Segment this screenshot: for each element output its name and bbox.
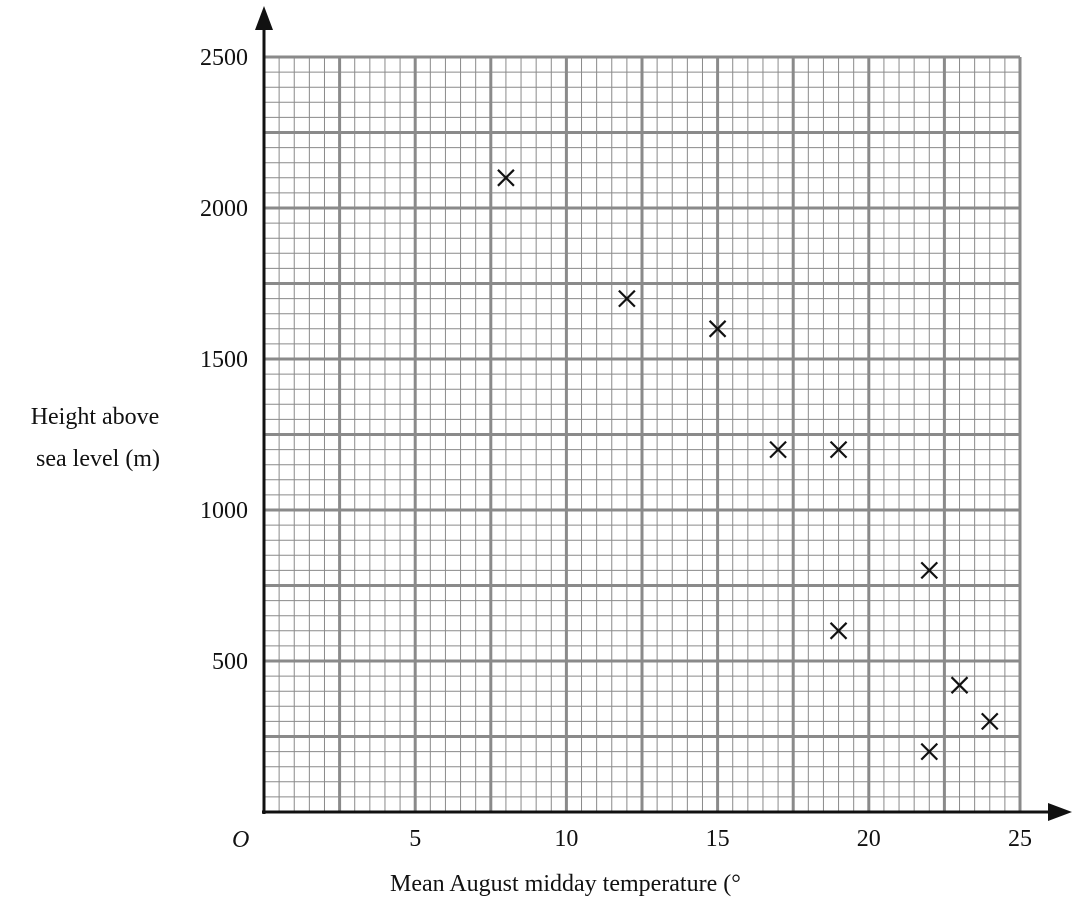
cross-stroke	[980, 712, 999, 731]
data-point-cross	[708, 320, 727, 338]
x-tick-label: 5	[409, 826, 421, 852]
y-axis-title: Height above sea level (m)	[31, 404, 166, 472]
data-point-cross	[618, 289, 636, 308]
cross-stroke	[708, 320, 727, 338]
data-points	[497, 169, 999, 761]
y-tick-label: 2000	[200, 196, 248, 222]
x-tick-label: 10	[554, 826, 578, 852]
cross-stroke	[920, 742, 939, 761]
cross-stroke	[950, 676, 969, 694]
cross-stroke	[829, 440, 848, 459]
y-tick-label: 500	[212, 649, 248, 675]
y-axis-title-line-2: sea level (m)	[36, 446, 160, 472]
cross-stroke	[769, 440, 787, 459]
origin-label: O	[232, 827, 249, 853]
grid-major-lines	[262, 55, 1022, 814]
x-axis-arrow-icon	[1048, 803, 1072, 821]
data-point-cross	[497, 169, 515, 187]
data-point-cross	[829, 622, 848, 640]
cross-stroke	[497, 169, 515, 187]
y-axis-arrow-icon	[255, 6, 273, 30]
x-tick-label: 25	[1008, 826, 1032, 852]
y-tick-label: 1500	[200, 347, 248, 373]
y-tick-labels: 500 1000 1500 2000 2500	[200, 45, 248, 675]
cross-stroke	[829, 622, 848, 640]
data-point-cross	[920, 742, 939, 761]
data-point-cross	[950, 676, 969, 694]
cross-stroke	[920, 561, 939, 580]
x-axis-title: Mean August midday temperature (°	[390, 871, 741, 897]
data-point-cross	[920, 561, 939, 580]
axes	[255, 6, 1072, 821]
data-point-cross	[980, 712, 999, 731]
x-tick-label: 20	[857, 826, 881, 852]
y-tick-label: 2500	[200, 45, 248, 71]
data-point-cross	[829, 440, 848, 459]
y-tick-label: 1000	[200, 498, 248, 524]
x-tick-label: 15	[706, 826, 730, 852]
cross-stroke	[618, 289, 636, 308]
y-axis-title-line-1: Height above	[31, 404, 160, 430]
x-tick-labels: 5 10 15 20 25	[409, 826, 1032, 852]
data-point-cross	[769, 440, 787, 459]
